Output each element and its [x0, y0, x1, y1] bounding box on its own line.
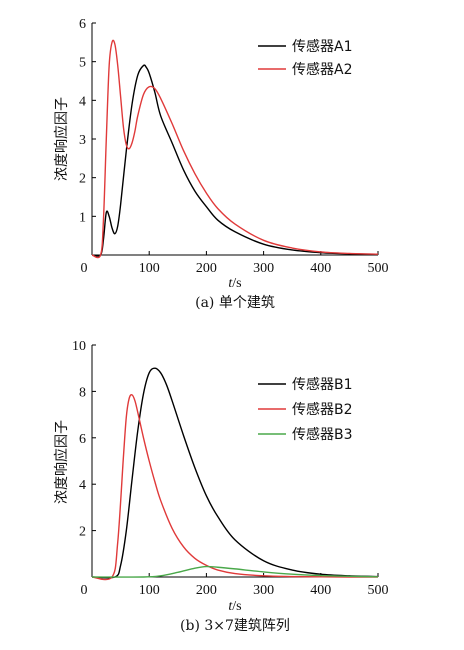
chart-b-x-label: t/s — [228, 599, 241, 614]
chart-b-series-line-2 — [91, 394, 379, 581]
chart-b-legend-label-2: 传感器B2 — [292, 401, 353, 418]
chart-a-y-label: 浓度响应因子 — [53, 97, 70, 181]
chart-b-x-tick-label: 0 — [81, 583, 88, 598]
chart-a-legend-label-2: 传感器A2 — [292, 61, 352, 78]
chart-b-x-tick-label: 500 — [368, 583, 389, 598]
chart-b-y-tick-label: 4 — [79, 478, 86, 493]
chart-a-x-tick-label: 300 — [253, 261, 274, 276]
chart-a-x-tick-label: 100 — [139, 261, 160, 276]
chart-a-y-tick-label: 6 — [79, 17, 86, 32]
chart-b-x-tick-label: 100 — [139, 583, 160, 598]
chart-a-y-tick-label: 5 — [79, 56, 86, 71]
chart-b-series-line-3 — [91, 565, 379, 578]
chart-a-series-line-2 — [91, 39, 379, 259]
chart-b-y-tick-label: 6 — [79, 432, 86, 447]
chart-a-x-label-var: t — [228, 276, 233, 291]
chart-a-x-label: t/s — [228, 276, 241, 291]
chart-a-y-tick-label: 1 — [79, 210, 86, 225]
chart-b-legend-label-3: 传感器B3 — [292, 426, 353, 443]
chart-a-y-tick-label: 3 — [79, 133, 86, 148]
chart-a-x-tick-label: 500 — [368, 261, 389, 276]
chart-b-x-tick-label: 400 — [310, 583, 331, 598]
chart-a-y-tick-label: 2 — [79, 172, 86, 187]
chart-a-x-tick-label: 0 — [81, 261, 88, 276]
chart-b-x-tick-label: 300 — [253, 583, 274, 598]
chart-b-x-label-unit: /s — [232, 599, 241, 614]
chart-a-y-tick-label: 4 — [79, 94, 86, 109]
chart-a-x-tick-label: 400 — [310, 261, 331, 276]
chart-a-caption: (a) 单个建筑 — [195, 295, 275, 311]
chart-a-x-tick-label: 200 — [196, 261, 217, 276]
chart-b-legend-label-1: 传感器B1 — [292, 376, 353, 393]
chart-b-x-tick-label: 200 — [196, 583, 217, 598]
chart-b-caption: (b) 3×7建筑阵列 — [180, 618, 290, 634]
chart-a-x-label-unit: /s — [232, 276, 241, 291]
chart-b-y-tick-label: 10 — [72, 339, 86, 354]
chart-b-x-label-var: t — [228, 599, 233, 614]
chart-b-y-tick-label: 8 — [79, 385, 86, 400]
chart-b-series-line-1 — [91, 367, 379, 579]
chart-b-y-tick-label: 2 — [79, 525, 86, 540]
chart-a-series-line-1 — [91, 64, 379, 257]
chart-a-legend-label-1: 传感器A1 — [292, 38, 352, 55]
chart-b-y-label: 浓度响应因子 — [53, 420, 70, 504]
